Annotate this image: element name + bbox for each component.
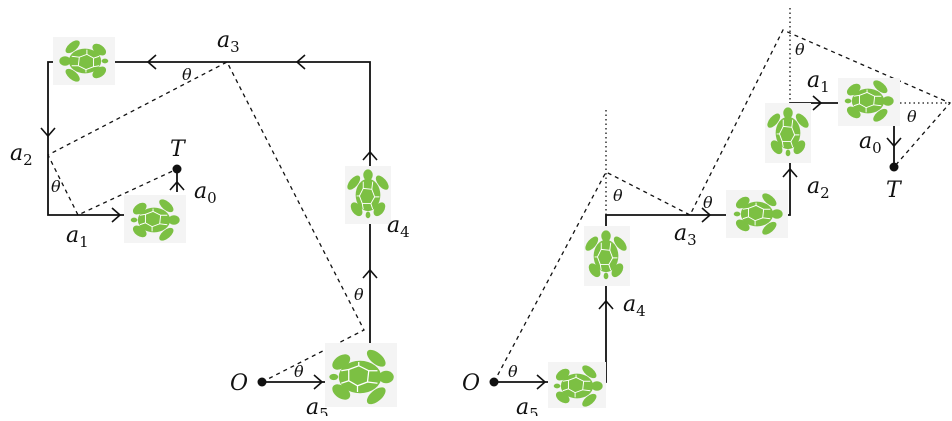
right-label-a5: a5 (516, 395, 539, 416)
left-agent-path (47, 61, 371, 383)
right-theta-label: θ (508, 362, 518, 381)
right-theta-label: θ (907, 107, 917, 126)
left-diagram: O T a5 a4 a3 a2 a1 a0 θ θ θ θ (10, 28, 410, 421)
turtle-icon (582, 226, 630, 286)
left-arrow-a5 (313, 374, 324, 390)
left-label-a1: a1 (66, 223, 89, 251)
right-arrow-a5 (536, 374, 547, 390)
left-origin-point (257, 377, 267, 387)
turtle-icon (764, 103, 812, 163)
left-label-a5: a5 (306, 395, 329, 416)
right-theta-label: θ (703, 193, 713, 212)
turtle-icon (548, 362, 606, 410)
right-label-a2: a2 (807, 174, 830, 202)
right-label-a4: a4 (623, 292, 646, 320)
turtle-icon (838, 77, 900, 126)
right-target-label: T (886, 178, 903, 203)
left-arrow-a1 (111, 207, 122, 223)
right-diagram: O T a5 a4 a3 a2 a1 a0 θ θ θ θ θ (462, 8, 952, 421)
left-arrow-a2 (40, 127, 56, 138)
left-label-a0: a0 (194, 179, 217, 207)
right-label-a1: a1 (807, 68, 830, 96)
turtle-icon (124, 195, 186, 244)
left-label-a2: a2 (10, 141, 33, 169)
left-origin-label: O (230, 371, 248, 396)
right-label-a0: a0 (859, 129, 882, 157)
right-arrow-a4 (598, 299, 614, 310)
right-theta-label: θ (613, 186, 623, 205)
left-arrow-a4-lower (362, 268, 378, 279)
turtle-icon (344, 166, 392, 224)
right-origin-label: O (462, 371, 480, 396)
right-dashed-path (493, 29, 952, 383)
left-target-point (172, 164, 182, 174)
left-label-a3: a3 (217, 28, 240, 56)
right-theta-label: θ (795, 40, 805, 59)
left-theta-label: θ (294, 362, 304, 381)
right-arrow-a0 (886, 137, 902, 148)
left-arrow-a4-upper (362, 150, 378, 161)
left-arrow-a3-left (146, 54, 157, 70)
right-origin-point (489, 377, 499, 387)
right-arrow-a3 (701, 207, 712, 223)
right-label-a3: a3 (674, 221, 697, 249)
right-arrow-a1 (812, 95, 823, 111)
left-theta-label: θ (354, 285, 364, 304)
turtle-icon (53, 37, 115, 85)
left-arrow-a0 (169, 180, 185, 191)
right-target-point (889, 162, 899, 172)
left-target-label: T (170, 137, 187, 162)
turtle-icon (726, 190, 788, 238)
left-arrow-a3-right (295, 54, 306, 70)
left-dashed-path (47, 61, 365, 383)
turtle-icon (325, 343, 397, 408)
right-arrow-a2 (782, 167, 798, 178)
left-label-a4: a4 (387, 213, 410, 241)
left-theta-label: θ (182, 65, 192, 84)
left-theta-label: θ (51, 177, 61, 196)
